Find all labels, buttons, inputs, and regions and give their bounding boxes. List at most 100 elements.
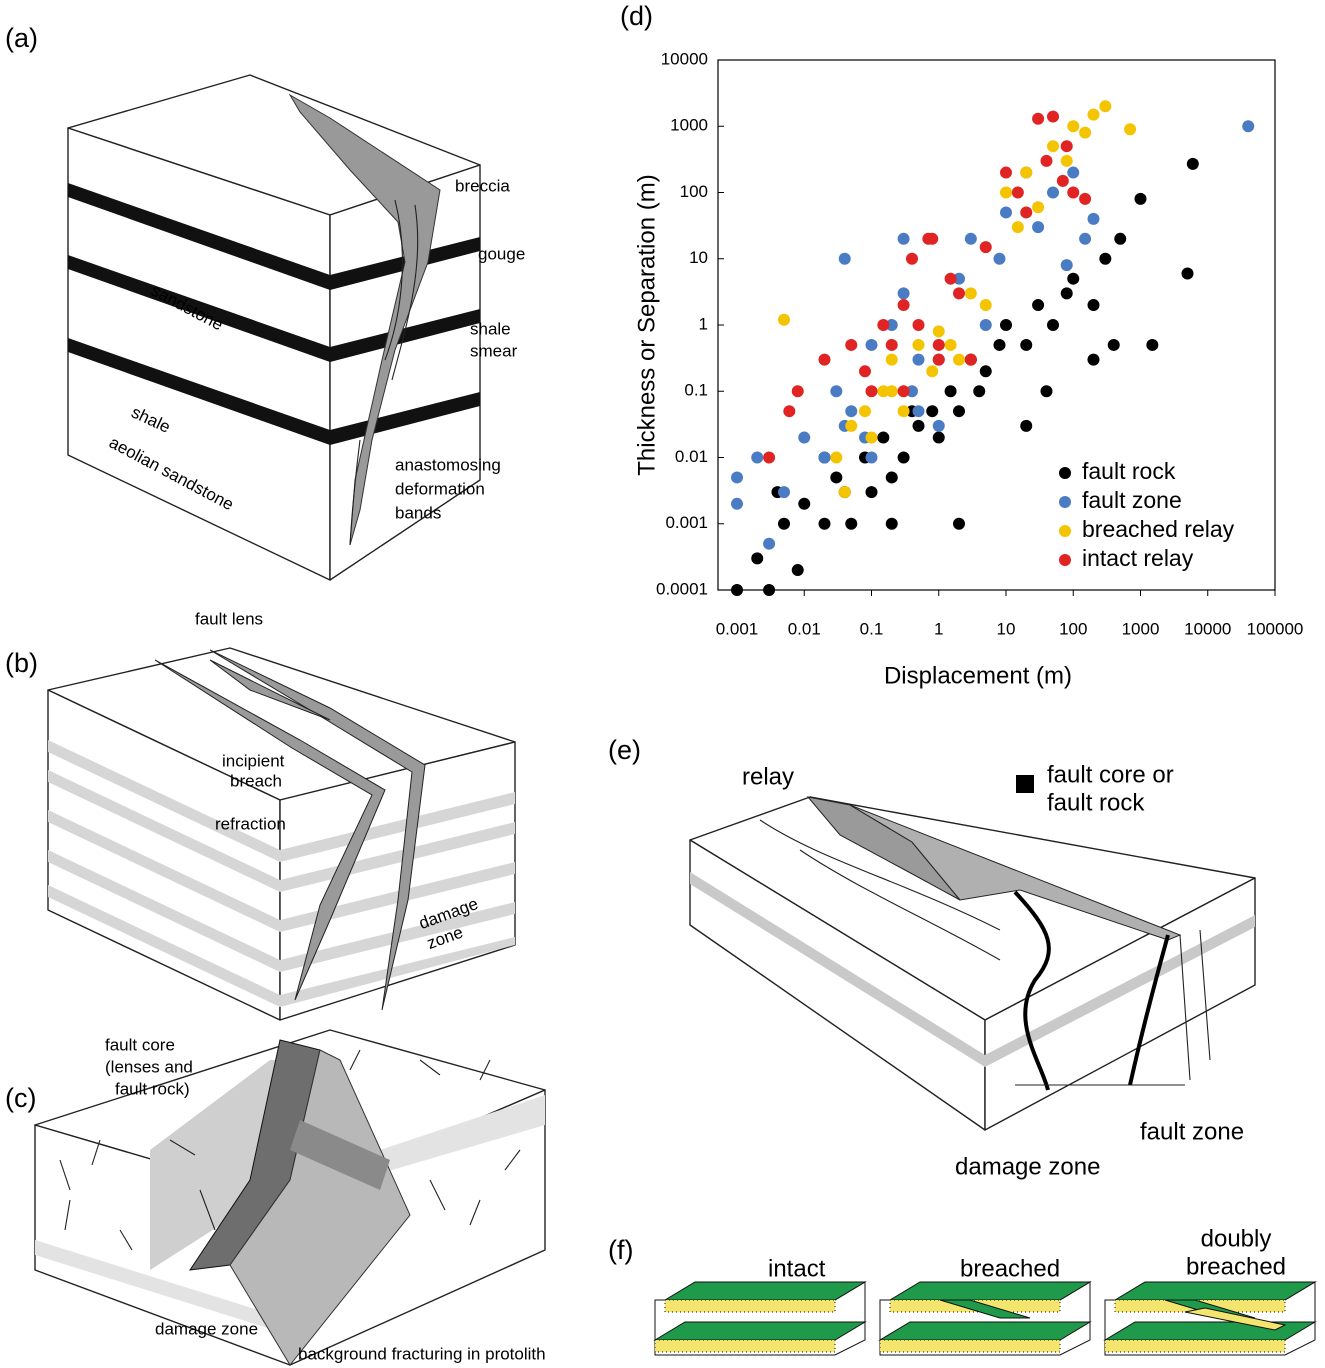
annotation: breach	[230, 771, 282, 790]
point	[993, 253, 1005, 265]
annotation: background fracturing in protolith	[298, 1344, 546, 1363]
legend-marker	[1059, 496, 1071, 508]
point	[953, 287, 965, 299]
slab-side	[880, 1340, 1060, 1352]
point	[898, 287, 910, 299]
point	[886, 339, 898, 351]
point	[1099, 100, 1111, 112]
x-tick-label: 10000	[1184, 619, 1231, 638]
point	[763, 538, 775, 550]
point	[1067, 273, 1079, 285]
point	[1067, 167, 1079, 179]
y-tick-label: 0.0001	[656, 579, 708, 598]
point	[818, 452, 830, 464]
point	[866, 385, 878, 397]
annotation: doubly	[1201, 1225, 1272, 1252]
y-tick-label: 100	[680, 182, 708, 201]
point	[1032, 221, 1044, 233]
point	[845, 518, 857, 530]
point	[1087, 109, 1099, 121]
point	[913, 339, 925, 351]
x-tick-label: 1	[934, 619, 943, 638]
point	[763, 452, 775, 464]
point	[1087, 213, 1099, 225]
point	[798, 498, 810, 510]
point	[866, 486, 878, 498]
point	[953, 518, 965, 530]
point	[980, 299, 992, 311]
y-tick-label: 10000	[661, 49, 708, 68]
point	[778, 518, 790, 530]
point	[933, 432, 945, 444]
legend-label: fault rock	[1082, 458, 1176, 484]
point	[1067, 187, 1079, 199]
point	[980, 241, 992, 253]
annotation: deformation	[395, 479, 485, 498]
point	[1047, 140, 1059, 152]
slab-top	[890, 1282, 1090, 1300]
point	[945, 273, 957, 285]
point	[845, 405, 857, 417]
point	[1012, 221, 1024, 233]
block-e	[690, 775, 1255, 1130]
point	[898, 405, 910, 417]
relay-blocks	[655, 1282, 1315, 1355]
point	[1040, 155, 1052, 167]
point	[980, 319, 992, 331]
annotation: fault core	[105, 1035, 175, 1054]
point	[913, 405, 925, 417]
panel-label: (b)	[5, 648, 38, 678]
point	[731, 498, 743, 510]
point	[933, 420, 945, 432]
point	[1047, 111, 1059, 123]
point	[866, 452, 878, 464]
point	[945, 339, 957, 351]
point	[886, 471, 898, 483]
x-tick-label: 100000	[1247, 619, 1304, 638]
point	[845, 339, 857, 351]
point	[1108, 339, 1120, 351]
y-tick-label: 1000	[670, 116, 708, 135]
plot-frame	[718, 60, 1275, 590]
annotation: anastomosing	[395, 455, 501, 474]
point	[1079, 127, 1091, 139]
point	[965, 287, 977, 299]
annotation: relay	[742, 763, 794, 790]
point	[1032, 201, 1044, 213]
point	[898, 299, 910, 311]
point	[926, 365, 938, 377]
legend-marker	[1059, 467, 1071, 479]
point	[845, 420, 857, 432]
point	[1135, 193, 1147, 205]
point	[965, 233, 977, 245]
point	[859, 365, 871, 377]
slab-top	[880, 1322, 1090, 1340]
point	[1047, 187, 1059, 199]
point	[798, 432, 810, 444]
annotation: refraction	[215, 814, 286, 833]
legend-text: fault core or	[1047, 761, 1174, 788]
point	[839, 486, 851, 498]
panel-label: (a)	[5, 23, 38, 53]
y-tick-label: 0.001	[665, 513, 708, 532]
point	[763, 584, 775, 596]
point	[913, 354, 925, 366]
point	[886, 385, 898, 397]
point	[839, 253, 851, 265]
point	[1067, 120, 1079, 132]
point	[906, 253, 918, 265]
point	[751, 452, 763, 464]
panel-label: (e)	[608, 735, 641, 765]
point	[1000, 167, 1012, 179]
point	[866, 432, 878, 444]
legend-label: intact relay	[1082, 545, 1194, 571]
point	[898, 233, 910, 245]
annotation: damage zone	[955, 1153, 1100, 1180]
slab-side	[665, 1300, 835, 1312]
slab-side	[655, 1340, 835, 1352]
point	[1061, 140, 1073, 152]
point	[1020, 339, 1032, 351]
annotation: breached	[960, 1255, 1060, 1282]
point	[751, 552, 763, 564]
figure: (a) (b) (c) (d) (e) (f) breccia gouge sa…	[0, 0, 1325, 1368]
